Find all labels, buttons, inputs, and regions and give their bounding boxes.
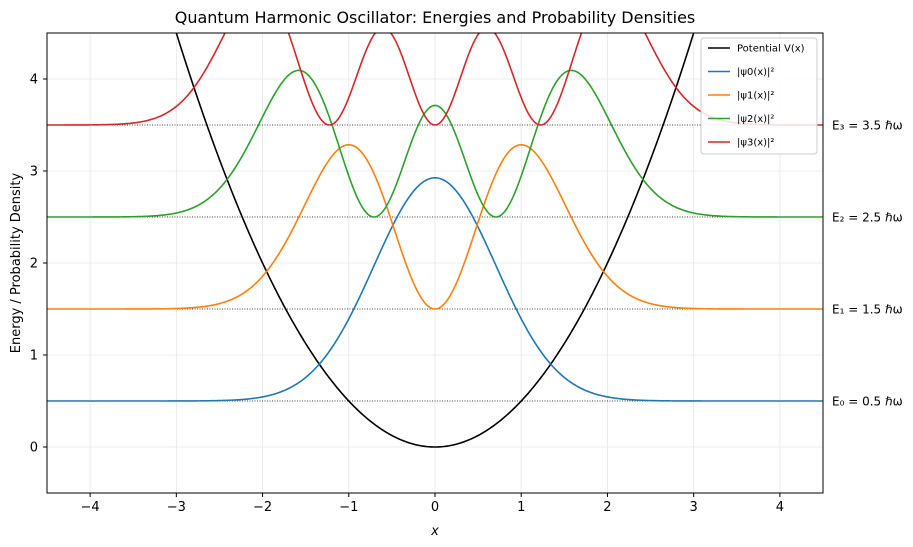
y-tick-label: 0 <box>30 441 38 456</box>
y-tick-label: 3 <box>30 165 38 180</box>
legend-label: |ψ3(x)|² <box>737 138 774 149</box>
x-axis-title: x <box>430 524 439 539</box>
density-curve-n0 <box>47 177 823 402</box>
chart-title: Quantum Harmonic Oscillator: Energies an… <box>175 8 696 27</box>
energy-labels: E₀ = 0.5 ℏω E₁ = 1.5 ℏω E₂ = 2.5 ℏω E₃ = 3.… <box>832 119 903 409</box>
x-tick-label: −3 <box>167 500 186 515</box>
energy-label: E₃ = 3.5 ℏω <box>832 119 903 133</box>
y-axis-ticks: 0 1 2 3 4 <box>30 73 47 456</box>
legend-items: Potential V(x) |ψ0(x)|² |ψ1(x)|² |ψ2(x)|² |ψ… <box>708 44 805 149</box>
density-curve-n3 <box>47 33 823 126</box>
y-tick-label: 1 <box>30 349 38 364</box>
legend-box <box>700 37 818 155</box>
curves <box>47 33 823 448</box>
legend-label: Potential V(x) <box>737 44 805 55</box>
legend-label: |ψ2(x)|² <box>737 114 774 125</box>
energy-label: E₁ = 1.5 ℏω <box>832 303 903 317</box>
x-tick-label: 3 <box>690 500 698 515</box>
x-tick-label: −2 <box>253 500 272 515</box>
legend-label: |ψ1(x)|² <box>737 91 774 102</box>
density-curve-n1 <box>47 143 823 310</box>
x-tick-label: −1 <box>339 500 358 515</box>
y-tick-label: 4 <box>30 73 38 88</box>
energy-label: E₂ = 2.5 ℏω <box>832 211 903 225</box>
y-axis-title: Energy / Probability Density <box>9 172 24 353</box>
x-tick-label: −4 <box>81 500 100 515</box>
energy-label: E₀ = 0.5 ℏω <box>832 395 903 409</box>
x-tick-label: 2 <box>603 500 611 515</box>
x-tick-label: 0 <box>431 500 439 515</box>
y-tick-label: 2 <box>30 257 38 272</box>
potential-curve <box>175 33 695 448</box>
x-tick-label: 4 <box>776 500 784 515</box>
x-axis-ticks: −4 −3 −2 −1 0 1 2 3 4 <box>81 493 784 515</box>
legend-label: |ψ0(x)|² <box>737 67 774 78</box>
legend: Potential V(x) |ψ0(x)|² |ψ1(x)|² |ψ2(x)|² |ψ… <box>700 37 818 155</box>
x-tick-label: 1 <box>517 500 525 515</box>
density-curve-n2 <box>47 69 823 218</box>
